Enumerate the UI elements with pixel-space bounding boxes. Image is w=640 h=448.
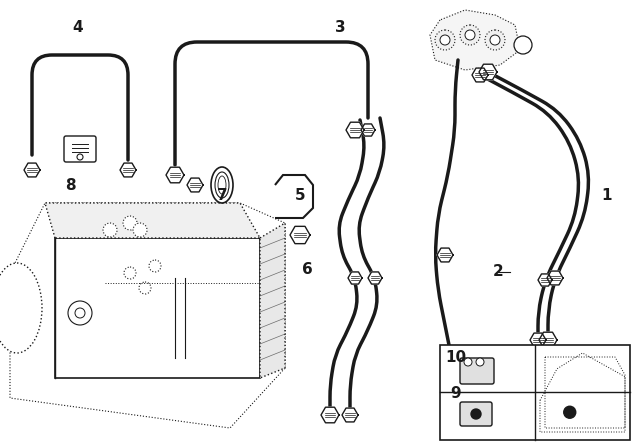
Polygon shape: [187, 178, 203, 192]
Polygon shape: [361, 124, 375, 136]
Ellipse shape: [0, 263, 42, 353]
Polygon shape: [45, 203, 260, 238]
Circle shape: [68, 301, 92, 325]
Text: 3: 3: [335, 21, 346, 35]
Circle shape: [139, 282, 151, 294]
Ellipse shape: [218, 176, 226, 194]
Polygon shape: [538, 274, 552, 286]
Polygon shape: [166, 167, 184, 183]
Text: 10: 10: [445, 350, 467, 366]
Circle shape: [77, 154, 83, 160]
Text: 7: 7: [217, 188, 227, 202]
Circle shape: [465, 30, 475, 40]
Text: 8: 8: [65, 177, 76, 193]
Bar: [440, 345, 630, 440]
Circle shape: [133, 223, 147, 237]
Polygon shape: [368, 272, 382, 284]
Circle shape: [514, 36, 532, 54]
Text: 9: 9: [451, 385, 461, 401]
Polygon shape: [342, 408, 358, 422]
Circle shape: [485, 30, 505, 50]
Polygon shape: [260, 223, 285, 378]
Circle shape: [460, 25, 480, 45]
Polygon shape: [539, 332, 557, 348]
Circle shape: [440, 35, 450, 45]
Polygon shape: [321, 407, 339, 423]
Polygon shape: [479, 64, 497, 80]
Circle shape: [464, 358, 472, 366]
Ellipse shape: [215, 172, 229, 198]
Polygon shape: [437, 248, 453, 262]
FancyBboxPatch shape: [460, 402, 492, 426]
Text: 6: 6: [301, 263, 312, 277]
Polygon shape: [530, 333, 546, 347]
Circle shape: [435, 30, 455, 50]
Circle shape: [564, 406, 576, 418]
Text: 5: 5: [294, 188, 305, 202]
Polygon shape: [346, 122, 364, 138]
Polygon shape: [430, 10, 520, 70]
Circle shape: [471, 409, 481, 419]
Circle shape: [476, 358, 484, 366]
Circle shape: [123, 216, 137, 230]
FancyBboxPatch shape: [64, 136, 96, 162]
Polygon shape: [472, 68, 488, 82]
Circle shape: [490, 35, 500, 45]
Ellipse shape: [211, 167, 233, 203]
Polygon shape: [348, 272, 362, 284]
Polygon shape: [547, 271, 563, 285]
Polygon shape: [290, 226, 310, 244]
Polygon shape: [120, 163, 136, 177]
Circle shape: [75, 308, 85, 318]
Circle shape: [103, 223, 117, 237]
Circle shape: [149, 260, 161, 272]
Polygon shape: [24, 163, 40, 177]
Circle shape: [124, 267, 136, 279]
Text: 1: 1: [602, 188, 612, 202]
Text: 2: 2: [493, 264, 504, 280]
FancyBboxPatch shape: [55, 238, 260, 378]
FancyBboxPatch shape: [460, 358, 494, 384]
Text: 4: 4: [73, 21, 83, 35]
